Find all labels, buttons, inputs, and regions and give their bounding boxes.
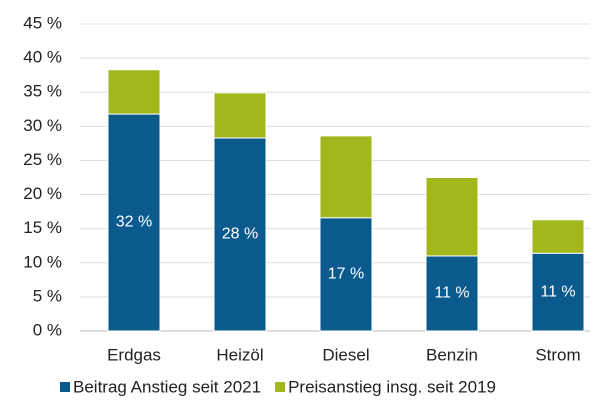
value-label: 17 % bbox=[328, 266, 364, 283]
legend-swatch bbox=[60, 382, 70, 392]
value-label: 11 % bbox=[434, 285, 469, 302]
bar-segment bbox=[107, 69, 161, 115]
bar-segment bbox=[319, 135, 373, 219]
bar-segment bbox=[531, 252, 585, 332]
bar-segment bbox=[319, 217, 373, 332]
legend-label: Beitrag Anstieg seit 2021 bbox=[73, 377, 261, 396]
y-tick-label: 5 % bbox=[33, 286, 62, 305]
x-tick-label: Diesel bbox=[322, 345, 369, 364]
value-label: 11 % bbox=[540, 283, 575, 300]
value-label: 28 % bbox=[222, 226, 258, 243]
x-tick-label: Erdgas bbox=[107, 345, 161, 364]
y-tick-label: 40 % bbox=[23, 48, 62, 67]
bar-segment bbox=[213, 137, 267, 332]
y-tick-label: 45 % bbox=[23, 13, 62, 32]
x-tick-label: Strom bbox=[535, 345, 580, 364]
y-tick-label: 25 % bbox=[23, 150, 62, 169]
legend-swatch bbox=[275, 382, 286, 392]
bar-segment bbox=[425, 177, 479, 257]
value-label: 32 % bbox=[116, 214, 152, 231]
y-tick-label: 35 % bbox=[23, 82, 62, 101]
bar-segment bbox=[425, 255, 479, 332]
y-tick-label: 15 % bbox=[23, 218, 62, 237]
x-tick-label: Benzin bbox=[426, 345, 478, 364]
y-tick-label: 30 % bbox=[23, 116, 62, 135]
bar-segment bbox=[213, 92, 267, 139]
x-tick-label: Heizöl bbox=[216, 345, 263, 364]
legend-label: Preisanstieg insg. seit 2019 bbox=[288, 377, 496, 396]
y-tick-label: 10 % bbox=[23, 252, 62, 271]
bar-segment bbox=[531, 219, 585, 254]
y-tick-label: 0 % bbox=[33, 320, 62, 339]
y-tick-label: 20 % bbox=[23, 184, 62, 203]
